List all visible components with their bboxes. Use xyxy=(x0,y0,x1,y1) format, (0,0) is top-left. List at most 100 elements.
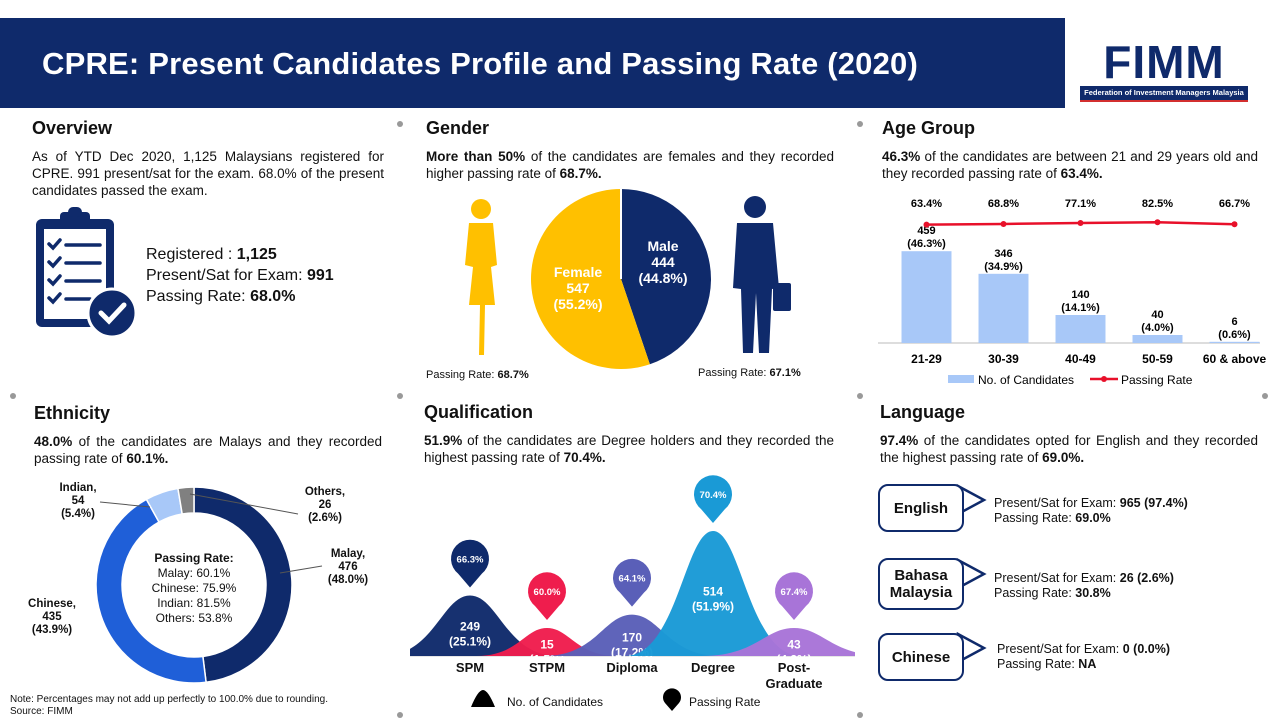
age-bar xyxy=(978,273,1029,343)
gender-title: Gender xyxy=(426,118,490,138)
language-malay-label2: Malaysia xyxy=(889,584,953,601)
others-pct: (2.6%) xyxy=(308,512,342,524)
age-category-label: 40-49 xyxy=(1065,352,1096,366)
female-pass-value: 68.7% xyxy=(497,369,529,381)
chinese-value: 435 xyxy=(42,611,62,623)
qual-pct: (25.1%) xyxy=(449,635,491,649)
passing-rate-point xyxy=(1077,219,1084,226)
qualification-text: 51.9% of the candidates are Degree holde… xyxy=(424,432,834,466)
others-name: Others, xyxy=(304,486,346,498)
language-chinese-info: Present/Sat for Exam: 0 (0.0%) Passing R… xyxy=(997,642,1170,672)
qual-value: 249 xyxy=(460,620,480,634)
others-value: 26 xyxy=(318,499,332,511)
overview-title: Overview xyxy=(32,118,113,138)
age-bar-value: 6 xyxy=(1231,316,1237,328)
malay-name: Malay, xyxy=(330,548,366,560)
male-label: Male xyxy=(647,238,679,254)
divider-dot xyxy=(10,393,16,399)
pin-legend-icon xyxy=(663,688,681,711)
qual-rate-label: 67.4% xyxy=(781,587,808,598)
ethnicity-segment xyxy=(193,486,293,684)
language-chinese-label: Chinese xyxy=(891,648,951,666)
qual-cat-degree: Degree xyxy=(690,660,736,675)
language-malay-label1: Bahasa xyxy=(894,567,948,584)
language-english-box: English xyxy=(878,484,964,532)
male-pass-value: 67.1% xyxy=(769,367,801,379)
passing-rate-point xyxy=(1154,219,1161,226)
age-category-label: 30-39 xyxy=(988,352,1019,366)
language-malay-box: Bahasa Malaysia xyxy=(878,558,964,610)
gender-pie-chart xyxy=(531,189,711,369)
qual-mountain xyxy=(410,595,558,656)
qual-cat-spm: SPM xyxy=(455,660,485,675)
age-text-bold2: 63.4%. xyxy=(1060,166,1103,181)
age-category-label: 60 & above xyxy=(1203,352,1267,366)
chinese-present-value: 0 (0.0%) xyxy=(1122,642,1170,656)
passing-rate-title: Passing Rate: xyxy=(154,551,234,565)
passing-rate-malay: Malay: 60.1% xyxy=(157,566,231,580)
language-english-info: Present/Sat for Exam: 965 (97.4%) Passin… xyxy=(994,496,1188,526)
qual-rate-pin xyxy=(775,572,813,620)
male-passing-rate: Passing Rate: 67.1% xyxy=(698,367,801,379)
qualification-chart: 249(25.1%)66.3%15(1.5%)60.0%170(17.2%)64… xyxy=(410,475,855,660)
ethnicity-passing-rates: Passing Rate: Malay: 60.1% Chinese: 75.9… xyxy=(134,551,254,626)
qualification-text-bold2: 70.4%. xyxy=(563,450,606,465)
language-english-label: English xyxy=(893,499,949,517)
overview-stats: Registered : 1,125 Present/Sat for Exam:… xyxy=(146,244,334,307)
qual-mountain xyxy=(625,531,801,656)
divider-dot xyxy=(857,393,863,399)
chinese-label: Chinese, 435 (43.9%) xyxy=(22,598,82,637)
qual-rate-label: 70.4% xyxy=(700,490,727,501)
qual-rate-label: 60.0% xyxy=(534,587,561,598)
female-pass-label: Passing Rate: xyxy=(426,369,498,381)
female-label: Female xyxy=(553,264,603,280)
qual-value: 15 xyxy=(540,638,554,652)
registered-row: Registered : 1,125 xyxy=(146,244,334,265)
title-banner: CPRE: Present Candidates Profile and Pas… xyxy=(0,18,1065,108)
male-pass-label: Passing Rate: xyxy=(698,367,770,379)
qual-value: 514 xyxy=(703,584,723,598)
english-present-label: Present/Sat for Exam: xyxy=(994,496,1120,510)
divider-dot xyxy=(857,121,863,127)
ethnicity-text-bold2: 60.1%. xyxy=(126,451,169,466)
english-pass-label: Passing Rate: xyxy=(994,511,1076,525)
overview-text: As of YTD Dec 2020, 1,125 Malaysians reg… xyxy=(32,148,384,199)
divider-dot xyxy=(397,121,403,127)
legend-bar-swatch xyxy=(948,375,974,383)
present-row: Present/Sat for Exam: 991 xyxy=(146,265,334,286)
gender-text-mid: of the candidates are females and they r… xyxy=(426,149,834,181)
male-value: 444 xyxy=(651,254,675,270)
fimm-logo: FIMM Federation of Investment Managers M… xyxy=(1080,36,1248,102)
indian-value: 54 xyxy=(71,495,85,507)
passing-rate-others: Others: 53.8% xyxy=(155,611,233,625)
qual-legend-count: No. of Candidates xyxy=(507,695,604,709)
others-label: Others, 26 (2.6%) xyxy=(296,486,354,525)
qual-value: 170 xyxy=(622,630,642,644)
language-text-bold: 97.4% xyxy=(880,433,919,448)
ethnicity-segment xyxy=(177,486,195,515)
qual-pct: (51.9%) xyxy=(692,599,734,613)
female-pie-label: Female 547 (55.2%) xyxy=(543,264,613,312)
chinese-pct: (43.9%) xyxy=(31,624,73,636)
logo-tagline: Federation of Investment Managers Malays… xyxy=(1080,86,1248,102)
divider-dot xyxy=(1262,393,1268,399)
age-category-label: 21-29 xyxy=(911,352,942,366)
age-bar xyxy=(1055,315,1106,343)
language-title: Language xyxy=(880,402,966,422)
age-bar-pct: (14.1%) xyxy=(1061,302,1100,314)
age-bar-value: 346 xyxy=(994,248,1012,260)
logo-word: FIMM xyxy=(1103,36,1225,88)
age-bar-pct: (34.9%) xyxy=(984,261,1023,273)
footnote-note: Note: Percentages may not add up perfect… xyxy=(10,694,328,705)
passing-rate-chinese: Chinese: 75.9% xyxy=(151,581,237,595)
qual-pct: (1.5%) xyxy=(529,653,564,660)
male-figure-icon xyxy=(733,196,791,353)
age-title: Age Group xyxy=(882,118,975,138)
age-bar-value: 459 xyxy=(917,225,935,237)
qual-rate-pin xyxy=(694,475,732,523)
age-text: 46.3% of the candidates are between 21 a… xyxy=(882,148,1258,182)
female-passing-rate: Passing Rate: 68.7% xyxy=(426,369,529,381)
malay-value: 476 xyxy=(338,561,358,573)
postgrad-line2: Graduate xyxy=(765,676,823,691)
indian-pct: (5.4%) xyxy=(61,508,95,520)
